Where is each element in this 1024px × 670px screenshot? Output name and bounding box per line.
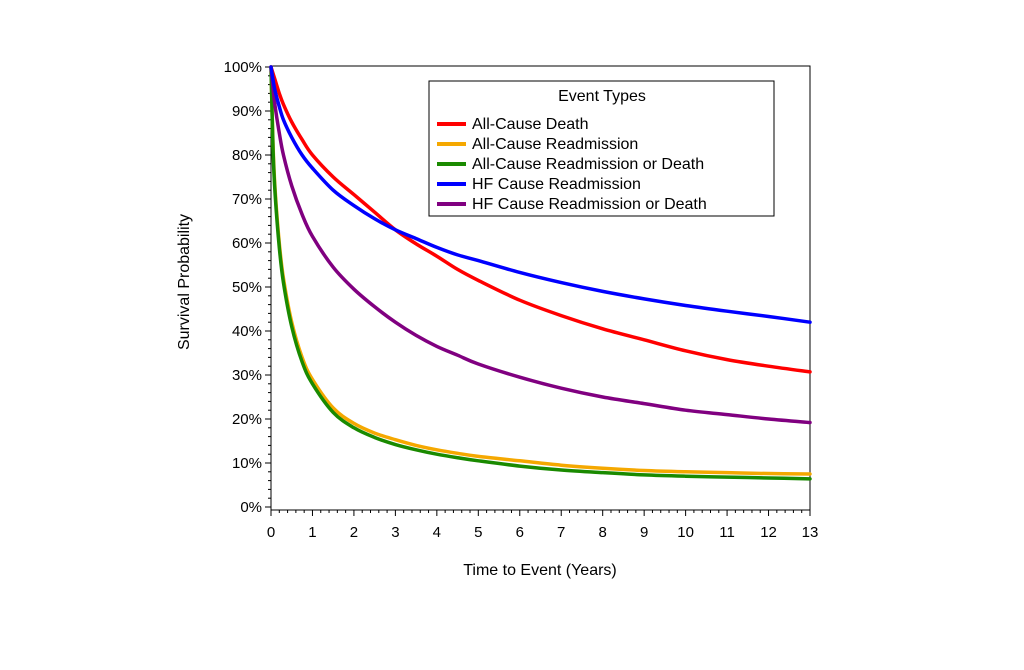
legend-label: HF Cause Readmission or Death [472, 196, 707, 213]
x-tick-label: 1 [308, 524, 316, 541]
y-axis-label: Survival Probability [176, 214, 193, 350]
x-axis-label: Time to Event (Years) [463, 562, 617, 579]
y-tick-label: 100% [224, 59, 262, 76]
x-tick-label: 7 [557, 524, 565, 541]
y-tick-label: 20% [232, 411, 262, 428]
x-tick-label: 0 [267, 524, 275, 541]
series-line-hf-cause-readmission [269, 65, 812, 324]
legend-box [428, 80, 775, 217]
x-tick-label: 2 [350, 524, 358, 541]
legend-items: All-Cause Death All-Cause Readmission All-… [437, 116, 707, 213]
x-axis: 0 1 2 3 4 5 6 7 8 9 10 11 12 13 [267, 510, 819, 541]
legend-title: Event Types [558, 88, 646, 105]
x-tick-label: 6 [516, 524, 524, 541]
x-tick-label: 5 [474, 524, 482, 541]
x-tick-label: 9 [640, 524, 648, 541]
y-tick-label: 90% [232, 103, 262, 120]
y-tick-label: 80% [232, 147, 262, 164]
series-line-all-cause-readmission-or-death [269, 65, 812, 481]
y-tick-label: 10% [232, 455, 262, 472]
y-tick-label: 50% [232, 279, 262, 296]
y-tick-label: 60% [232, 235, 262, 252]
legend-label: All-Cause Readmission or Death [472, 156, 704, 173]
series-lines [269, 65, 812, 481]
x-tick-label: 11 [719, 524, 735, 541]
plot-frame [270, 65, 811, 511]
x-tick-label: 3 [391, 524, 399, 541]
series-line-all-cause-death [269, 65, 812, 374]
legend: Event Types All-Cause Death All-Cause Rea… [428, 80, 775, 217]
x-tick-label: 12 [760, 524, 777, 541]
x-tick-label: 4 [433, 524, 441, 541]
legend-label: HF Cause Readmission [472, 176, 641, 193]
x-tick-label: 8 [599, 524, 607, 541]
y-axis: 0% 10% 20% 30% 40% 50% 60% 70% 80% 90% 100% [224, 59, 271, 516]
legend-label: All-Cause Readmission [472, 136, 638, 153]
x-tick-label: 10 [677, 524, 694, 541]
y-tick-label: 40% [232, 323, 262, 340]
series-line-hf-cause-readmission-or-death [269, 65, 812, 425]
y-tick-label: 30% [232, 367, 262, 384]
x-tick-label: 13 [802, 524, 819, 541]
y-tick-label: 0% [240, 499, 262, 516]
y-tick-label: 70% [232, 191, 262, 208]
legend-label: All-Cause Death [472, 116, 589, 133]
